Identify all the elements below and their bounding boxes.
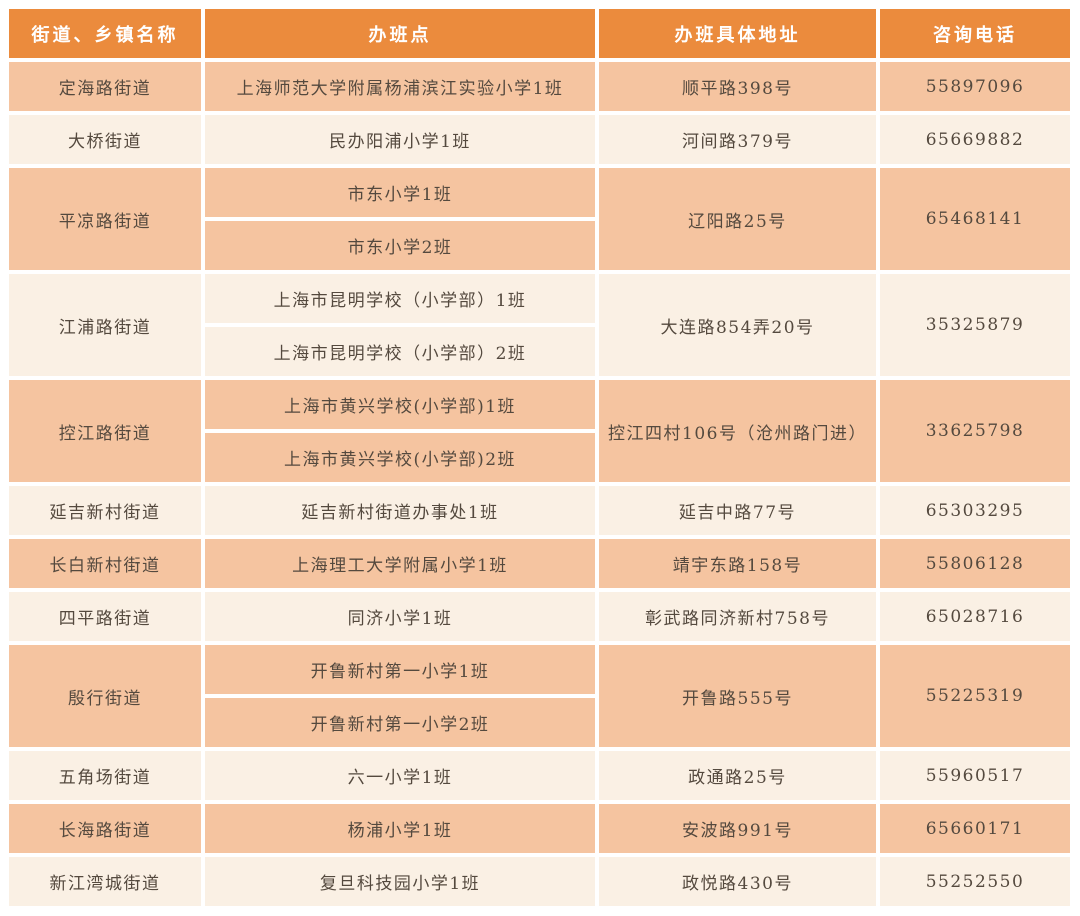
phone-cell: 33625798 [880, 380, 1070, 482]
class-site-cell: 民办阳浦小学1班 [205, 115, 595, 164]
phone-cell: 55225319 [880, 645, 1070, 747]
table-row: 大桥街道 民办阳浦小学1班 河间路379号 65669882 [9, 115, 1070, 164]
address-cell: 大连路854弄20号 [599, 274, 876, 376]
address-cell: 政通路25号 [599, 751, 876, 800]
class-site-cell: 同济小学1班 [205, 592, 595, 641]
class-site-cell: 市东小学2班 [205, 221, 595, 270]
address-cell: 开鲁路555号 [599, 645, 876, 747]
phone-cell: 35325879 [880, 274, 1070, 376]
street-cell: 延吉新村街道 [9, 486, 201, 535]
class-site-cell: 延吉新村街道办事处1班 [205, 486, 595, 535]
street-cell: 平凉路街道 [9, 168, 201, 270]
phone-cell: 55806128 [880, 539, 1070, 588]
table-row: 江浦路街道 上海市昆明学校（小学部）1班 大连路854弄20号 35325879 [9, 274, 1070, 376]
phone-cell: 55252550 [880, 857, 1070, 906]
class-site-cell: 上海市黄兴学校(小学部)2班 [205, 433, 595, 482]
address-cell: 辽阳路25号 [599, 168, 876, 270]
address-cell: 政悦路430号 [599, 857, 876, 906]
address-cell: 延吉中路77号 [599, 486, 876, 535]
table-row: 平凉路街道 市东小学1班 辽阳路25号 65468141 [9, 168, 1070, 270]
address-cell: 安波路991号 [599, 804, 876, 853]
phone-cell: 65468141 [880, 168, 1070, 270]
address-cell: 顺平路398号 [599, 62, 876, 111]
street-cell: 殷行街道 [9, 645, 201, 747]
table-subrow: 开鲁新村第一小学2班 [9, 698, 1070, 747]
class-site-cell: 上海师范大学附属杨浦滨江实验小学1班 [205, 62, 595, 111]
street-cell: 长白新村街道 [9, 539, 201, 588]
table-row: 长白新村街道 上海理工大学附属小学1班 靖宇东路158号 55806128 [9, 539, 1070, 588]
table-row: 新江湾城街道 复旦科技园小学1班 政悦路430号 55252550 [9, 857, 1070, 906]
street-cell: 江浦路街道 [9, 274, 201, 376]
header-street: 街道、乡镇名称 [9, 9, 201, 58]
phone-cell: 55960517 [880, 751, 1070, 800]
street-cell: 四平路街道 [9, 592, 201, 641]
table-row: 五角场街道 六一小学1班 政通路25号 55960517 [9, 751, 1070, 800]
table-subrow: 市东小学2班 [9, 221, 1070, 270]
table-row: 长海路街道 杨浦小学1班 安波路991号 65660171 [9, 804, 1070, 853]
table-subrow: 上海市黄兴学校(小学部)2班 [9, 433, 1070, 482]
table-subrow: 上海市昆明学校（小学部）2班 [9, 327, 1070, 376]
address-cell: 河间路379号 [599, 115, 876, 164]
class-site-cell: 六一小学1班 [205, 751, 595, 800]
phone-cell: 65660171 [880, 804, 1070, 853]
class-site-cell: 复旦科技园小学1班 [205, 857, 595, 906]
phone-cell: 55897096 [880, 62, 1070, 111]
street-cell: 大桥街道 [9, 115, 201, 164]
class-site-cell: 开鲁新村第一小学1班 [205, 645, 595, 694]
address-cell: 彰武路同济新村758号 [599, 592, 876, 641]
table-row: 延吉新村街道 延吉新村街道办事处1班 延吉中路77号 65303295 [9, 486, 1070, 535]
class-site-table: 街道、乡镇名称 办班点 办班具体地址 咨询电话 定海路街道 上海师范大学附属杨浦… [5, 5, 1074, 910]
header-row: 街道、乡镇名称 办班点 办班具体地址 咨询电话 [9, 9, 1070, 58]
class-site-cell: 开鲁新村第一小学2班 [205, 698, 595, 747]
table-row: 定海路街道 上海师范大学附属杨浦滨江实验小学1班 顺平路398号 5589709… [9, 62, 1070, 111]
phone-cell: 65028716 [880, 592, 1070, 641]
header-address: 办班具体地址 [599, 9, 876, 58]
street-cell: 新江湾城街道 [9, 857, 201, 906]
class-site-cell: 杨浦小学1班 [205, 804, 595, 853]
phone-cell: 65303295 [880, 486, 1070, 535]
header-site: 办班点 [205, 9, 595, 58]
class-site-cell: 市东小学1班 [205, 168, 595, 217]
class-site-cell: 上海理工大学附属小学1班 [205, 539, 595, 588]
class-site-cell: 上海市昆明学校（小学部）2班 [205, 327, 595, 376]
table-row: 殷行街道 开鲁新村第一小学1班 开鲁路555号 55225319 [9, 645, 1070, 747]
street-cell: 五角场街道 [9, 751, 201, 800]
street-cell: 长海路街道 [9, 804, 201, 853]
table-row: 控江路街道 上海市黄兴学校(小学部)1班 控江四村106号（沧州路门进） 336… [9, 380, 1070, 482]
address-cell: 靖宇东路158号 [599, 539, 876, 588]
table-row: 四平路街道 同济小学1班 彰武路同济新村758号 65028716 [9, 592, 1070, 641]
class-site-cell: 上海市昆明学校（小学部）1班 [205, 274, 595, 323]
class-site-cell: 上海市黄兴学校(小学部)1班 [205, 380, 595, 429]
header-phone: 咨询电话 [880, 9, 1070, 58]
street-cell: 控江路街道 [9, 380, 201, 482]
street-cell: 定海路街道 [9, 62, 201, 111]
address-cell: 控江四村106号（沧州路门进） [599, 380, 876, 482]
phone-cell: 65669882 [880, 115, 1070, 164]
